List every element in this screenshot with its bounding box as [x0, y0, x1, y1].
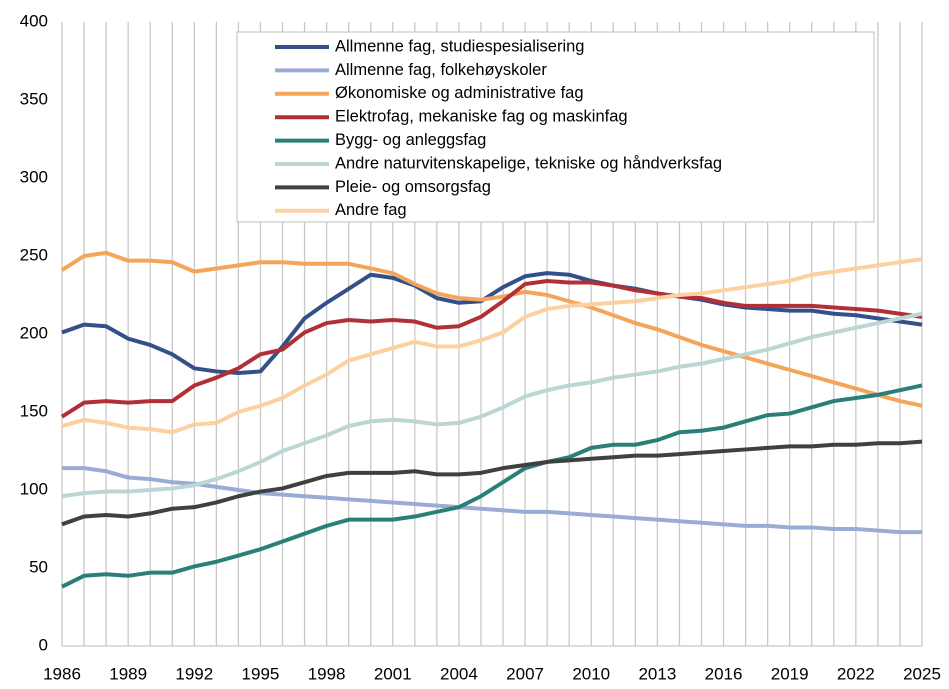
series-line [61, 383, 923, 589]
x-tick-label: 2025 [903, 664, 941, 683]
series-line [61, 257, 923, 435]
y-tick-label: 300 [20, 167, 48, 186]
x-tick-label: 2010 [572, 664, 610, 683]
series-line [61, 439, 923, 527]
y-tick-label: 350 [20, 89, 48, 108]
legend-label: Andre fag [335, 201, 407, 219]
x-tick-label: 2019 [771, 664, 809, 683]
series-line [60, 250, 923, 408]
x-tick-label: 1986 [43, 664, 81, 683]
y-tick-label: 200 [20, 323, 48, 342]
series-line [62, 466, 922, 535]
x-tick-label: 1995 [242, 664, 280, 683]
y-tick-label: 250 [20, 245, 48, 264]
legend-label: Allmenne fag, studiespesialisering [335, 37, 584, 55]
x-tick-label: 1992 [175, 664, 213, 683]
x-tick-label: 2007 [506, 664, 544, 683]
legend-label: Elektrofag, mekaniske fag og maskinfag [335, 108, 628, 126]
legend-label: Andre naturvitenskapelige, tekniske og h… [335, 154, 722, 172]
y-tick-label: 150 [20, 401, 48, 420]
x-tick-label: 2016 [705, 664, 743, 683]
legend-box [236, 31, 875, 223]
x-tick-label: 2004 [440, 664, 478, 683]
legend-label: Pleie- og omsorgsfag [335, 178, 491, 196]
series-line [61, 271, 923, 375]
x-tick-label: 2013 [638, 664, 676, 683]
x-tick-label: 1998 [308, 664, 346, 683]
y-tick-label: 400 [20, 11, 48, 30]
y-tick-label: 50 [29, 557, 48, 576]
legend-label: Allmenne fag, folkehøyskoler [335, 61, 547, 79]
legend-label: Økonomiske og administrative fag [335, 84, 584, 102]
x-tick-label: 1989 [109, 664, 147, 683]
legend-label: Bygg- og anleggsfag [335, 131, 486, 149]
series-line [60, 278, 923, 419]
x-tick-label: 2022 [837, 664, 875, 683]
y-tick-label: 0 [39, 635, 48, 654]
y-tick-label: 100 [20, 479, 48, 498]
x-tick-label: 2001 [374, 664, 412, 683]
series-line [61, 311, 923, 499]
